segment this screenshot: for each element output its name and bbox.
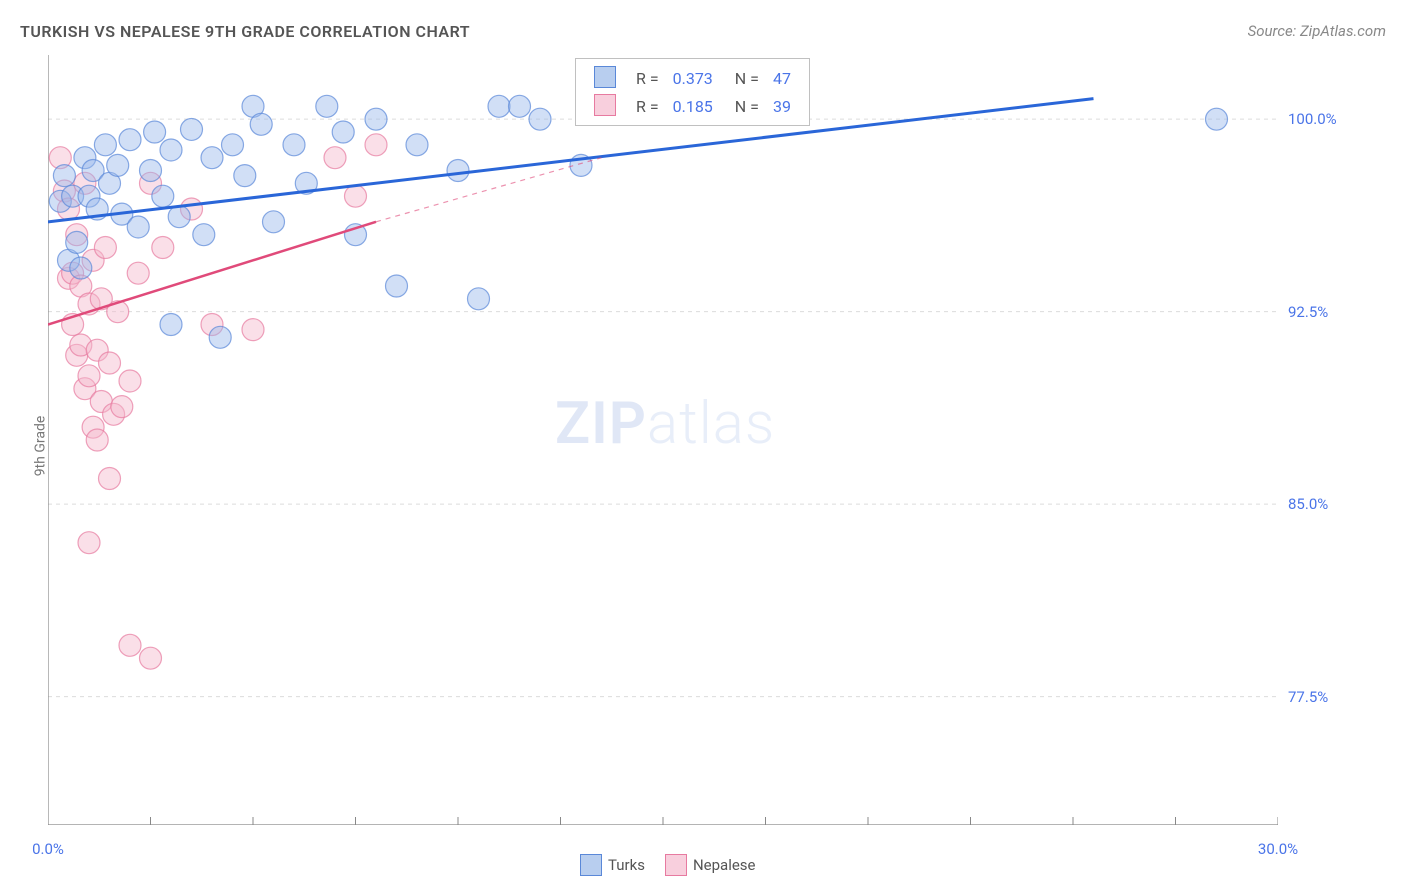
x-tick-label: 30.0%	[1258, 840, 1298, 858]
n-value: 39	[767, 93, 797, 119]
y-tick-label: 77.5%	[1288, 688, 1328, 706]
n-label: N =	[721, 65, 765, 91]
r-label: R =	[630, 65, 665, 91]
n-label: N =	[721, 93, 765, 119]
legend-label: Nepalese	[693, 856, 756, 874]
series-legend: Turks Nepalese	[580, 855, 776, 877]
correlation-legend: R =0.373N =47 R =0.185N =39	[575, 58, 810, 126]
legend-swatch	[580, 854, 602, 876]
legend-swatch	[594, 94, 616, 116]
r-value: 0.185	[667, 93, 719, 119]
y-tick-label: 85.0%	[1288, 495, 1328, 513]
legend-label: Turks	[608, 856, 645, 874]
y-tick-label: 92.5%	[1288, 303, 1328, 321]
r-label: R =	[630, 93, 665, 119]
scatter-plot	[48, 55, 1278, 825]
x-tick-label: 0.0%	[32, 840, 64, 858]
chart-container: TURKISH VS NEPALESE 9TH GRADE CORRELATIO…	[0, 0, 1406, 892]
chart-title: TURKISH VS NEPALESE 9TH GRADE CORRELATIO…	[20, 22, 470, 41]
r-value: 0.373	[667, 65, 719, 91]
y-axis-label: 9th Grade	[32, 416, 48, 477]
legend-swatch	[594, 66, 616, 88]
legend-swatch	[665, 854, 687, 876]
source-label: Source: ZipAtlas.com	[1248, 22, 1386, 40]
y-tick-label: 100.0%	[1288, 110, 1337, 128]
n-value: 47	[767, 65, 797, 91]
